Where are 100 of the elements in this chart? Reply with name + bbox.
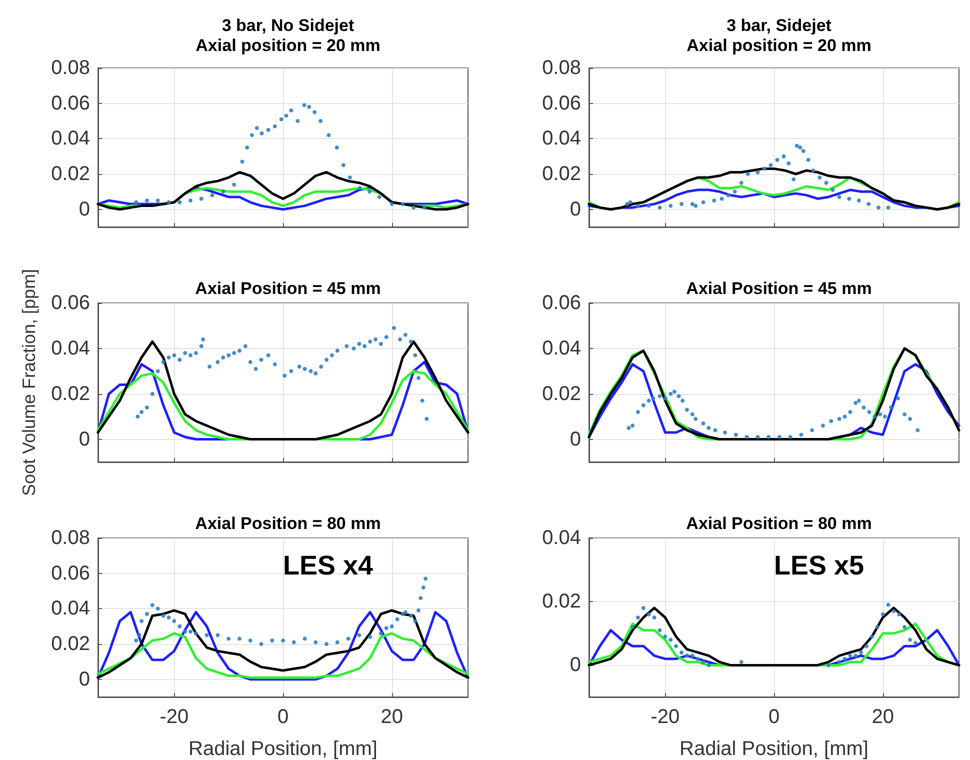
point xyxy=(886,602,890,607)
point xyxy=(260,131,264,136)
chart-title: 3 bar, Sidejet xyxy=(726,16,832,35)
x-axis-title: Radial Position, [mm] xyxy=(680,738,868,760)
annotation: LES x5 xyxy=(774,550,864,580)
point xyxy=(690,202,694,206)
point xyxy=(732,190,737,194)
point xyxy=(297,364,302,369)
point xyxy=(416,376,420,380)
point xyxy=(358,186,362,190)
point xyxy=(867,410,872,414)
point xyxy=(818,176,822,180)
y-tick-label: 0.08 xyxy=(51,527,90,549)
chart-title: 3 bar, No Sidejet xyxy=(222,16,354,35)
point xyxy=(318,119,323,123)
x-tick-label: 20 xyxy=(872,706,894,728)
point xyxy=(672,390,676,394)
point xyxy=(420,398,424,403)
point xyxy=(183,630,188,634)
point xyxy=(625,202,630,206)
point xyxy=(658,628,662,632)
point xyxy=(806,158,810,162)
point xyxy=(302,636,307,641)
y-tick-label: 0 xyxy=(78,668,90,690)
point xyxy=(237,636,242,641)
point xyxy=(221,190,226,194)
point xyxy=(908,416,912,421)
point xyxy=(652,616,656,620)
y-tick-label: 0.02 xyxy=(542,590,581,613)
chart-subtitle: Axial position = 20 mm xyxy=(686,36,872,55)
point xyxy=(801,149,806,154)
point xyxy=(254,366,258,371)
point xyxy=(636,204,640,208)
point xyxy=(842,656,847,661)
line-series xyxy=(96,340,470,441)
point xyxy=(156,606,160,611)
point xyxy=(284,114,288,118)
point xyxy=(824,180,828,185)
point xyxy=(134,638,138,642)
point xyxy=(777,435,782,440)
point xyxy=(658,206,662,210)
point xyxy=(289,108,294,112)
y-tick-label: 0.02 xyxy=(51,633,90,655)
point xyxy=(878,412,882,416)
point xyxy=(739,180,744,185)
point xyxy=(324,358,329,362)
point xyxy=(188,630,192,634)
point xyxy=(172,619,176,624)
point xyxy=(357,342,362,346)
point xyxy=(837,416,842,421)
point xyxy=(400,202,405,206)
point xyxy=(302,103,306,108)
point xyxy=(830,188,835,192)
point xyxy=(854,654,858,658)
point xyxy=(156,369,160,374)
y-tick-label: 0 xyxy=(570,654,581,676)
point xyxy=(326,133,331,138)
point xyxy=(150,392,154,396)
point xyxy=(811,168,816,172)
point xyxy=(641,606,646,610)
point xyxy=(412,206,416,210)
point xyxy=(720,196,724,201)
point xyxy=(272,124,277,128)
point xyxy=(897,612,902,616)
point xyxy=(216,633,220,638)
point xyxy=(856,198,861,202)
chart-subtitle: Axial position = 20 mm xyxy=(196,36,380,55)
point xyxy=(140,619,144,624)
y-tick-label: 0.08 xyxy=(51,57,90,79)
y-tick-label: 0.04 xyxy=(51,337,90,360)
point xyxy=(694,416,698,421)
point xyxy=(902,625,907,630)
point xyxy=(403,610,408,614)
point xyxy=(668,392,673,396)
y-tick-label: 0.06 xyxy=(542,92,581,114)
point xyxy=(422,206,426,210)
point xyxy=(199,196,204,201)
point xyxy=(335,640,340,644)
point xyxy=(628,200,632,204)
point xyxy=(232,350,236,355)
point xyxy=(183,350,188,355)
point xyxy=(408,340,413,344)
y-tick-label: 0.04 xyxy=(51,128,90,150)
point xyxy=(194,350,198,355)
point xyxy=(886,206,890,210)
point xyxy=(862,405,866,410)
point xyxy=(344,344,349,348)
point xyxy=(368,340,372,344)
point xyxy=(314,640,318,644)
point xyxy=(883,414,887,419)
point xyxy=(876,206,880,210)
point xyxy=(636,616,640,620)
point xyxy=(418,596,423,600)
point xyxy=(626,426,631,430)
point xyxy=(226,353,231,358)
point xyxy=(421,585,426,590)
chart-title: Axial Position = 45 mm xyxy=(686,279,872,298)
point xyxy=(134,200,138,204)
x-tick-label: -20 xyxy=(650,706,680,728)
point xyxy=(768,163,773,168)
